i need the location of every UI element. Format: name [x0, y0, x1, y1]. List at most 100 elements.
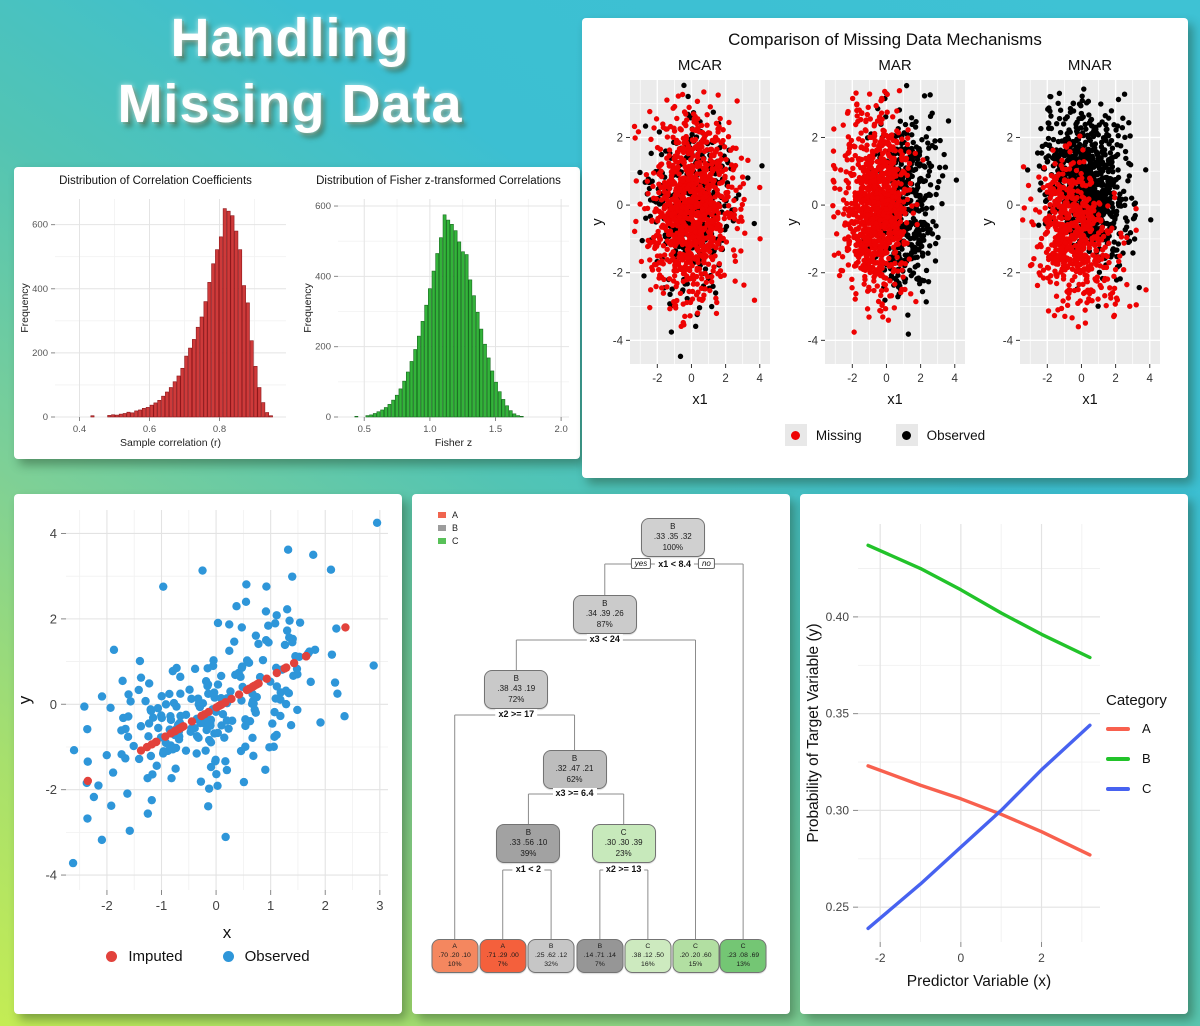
svg-text:0: 0 — [812, 200, 818, 212]
series-a-line-icon — [1106, 726, 1130, 731]
svg-text:2: 2 — [50, 611, 57, 626]
series-line-A — [866, 764, 1092, 857]
class-a-swatch-icon — [438, 512, 446, 518]
tree-legend-item-c: C — [438, 536, 459, 546]
tree-legend-item-a: A — [438, 510, 459, 520]
svg-text:-4: -4 — [45, 868, 57, 883]
tree-node: B .38 .43 .19 72% — [484, 670, 549, 710]
bars-layer — [354, 214, 524, 418]
poster-title-line1: Handling — [170, 8, 410, 68]
series-b-line-icon — [1106, 756, 1130, 761]
svg-text:x1: x1 — [1082, 392, 1097, 408]
axes-layer: 0.4 0.6 0.8 0 200 400 600 Sample correlation (r… — [19, 220, 226, 449]
tree-split-label: yes x1 < 8.4 no — [630, 558, 715, 569]
svg-text:1.0: 1.0 — [423, 424, 436, 435]
missing-dot-icon — [791, 430, 801, 440]
poster-title-line2: Missing Data — [117, 73, 463, 134]
svg-text:MNAR: MNAR — [1068, 57, 1112, 74]
tree-panel: A B C B .33 .35 .32 100% B .34 .39 .26 87% B .3… — [412, 494, 790, 1014]
svg-text:0: 0 — [1007, 200, 1013, 212]
svg-text:0: 0 — [617, 200, 623, 212]
svg-text:x1: x1 — [887, 392, 902, 408]
svg-text:-2: -2 — [1042, 373, 1052, 385]
svg-text:1: 1 — [267, 898, 274, 913]
svg-text:400: 400 — [32, 284, 48, 295]
svg-text:0: 0 — [1078, 373, 1084, 385]
tree-node: C .20 .20 .60 15% — [672, 939, 719, 974]
correlation-histogram-block: Distribution of Correlation Coefficients… — [14, 167, 297, 459]
imputed-dot-icon — [106, 951, 118, 962]
effects-panel: -2 0 2 0.40 0.35 0.30 0.25 Predictor Variable (… — [800, 494, 1188, 1014]
svg-text:0.40: 0.40 — [826, 610, 850, 624]
svg-text:y: y — [15, 695, 34, 704]
svg-text:-2: -2 — [101, 898, 113, 913]
mechanisms-panel: Comparison of Missing Data Mechanisms MC… — [582, 18, 1188, 478]
svg-text:MAR: MAR — [878, 57, 912, 74]
missing-points — [1019, 133, 1149, 330]
svg-text:0: 0 — [43, 412, 48, 423]
effects-legend-label-c: C — [1142, 781, 1152, 796]
tree-node: A .70 .20 .10 10% — [431, 939, 479, 974]
svg-text:0: 0 — [688, 373, 694, 385]
imputation-panel: -2 -1 0 1 2 3 -4 -2 0 2 4 x y Imputed Observed — [14, 494, 402, 1014]
svg-text:MCAR: MCAR — [678, 57, 722, 74]
tree-node: B .33 .56 .10 39% — [496, 824, 561, 864]
class-b-swatch-icon — [438, 525, 446, 531]
svg-text:2: 2 — [1007, 132, 1013, 144]
mechanisms-legend: Missing Observed — [582, 424, 1188, 446]
svg-text:0.25: 0.25 — [826, 900, 850, 914]
svg-text:y: y — [590, 218, 606, 226]
svg-text:2: 2 — [722, 373, 728, 385]
class-c-swatch-icon — [438, 538, 446, 544]
imputed-points — [83, 623, 350, 786]
svg-text:4: 4 — [952, 373, 959, 385]
svg-text:-2: -2 — [847, 373, 857, 385]
svg-text:400: 400 — [315, 271, 331, 282]
missing-points — [631, 89, 763, 330]
svg-text:2: 2 — [812, 132, 818, 144]
legend-label-observed-imp: Observed — [244, 948, 310, 965]
svg-text:1.5: 1.5 — [489, 424, 502, 435]
svg-text:-2: -2 — [613, 268, 623, 280]
legend-item-observed-imp: Observed — [222, 948, 310, 965]
svg-text:200: 200 — [315, 342, 331, 353]
tree-legend-item-b: B — [438, 523, 459, 533]
svg-text:-4: -4 — [1003, 335, 1014, 347]
axes-layer: 0.5 1.0 1.5 2.0 0 200 400 600 Fisher z Frequency — [302, 201, 568, 449]
legend-item-imputed: Imputed — [106, 948, 183, 965]
effects-legend-item-a: A — [1106, 721, 1167, 736]
svg-text:Sample correlation (r): Sample correlation (r) — [120, 437, 221, 449]
legend-label-observed: Observed — [926, 427, 986, 443]
svg-text:0.4: 0.4 — [73, 424, 86, 435]
legend-item-missing: Missing — [784, 424, 862, 446]
imputation-legend: Imputed Observed — [14, 948, 402, 965]
svg-text:0.8: 0.8 — [213, 424, 226, 435]
legend-key-missing — [784, 424, 807, 446]
legend-label-imputed: Imputed — [128, 948, 183, 965]
svg-text:-2: -2 — [808, 268, 818, 280]
tree-node: C .38 .12 .50 16% — [624, 939, 672, 974]
observed-dot-icon — [902, 430, 912, 440]
tree-split-label: x2 >= 13 — [602, 864, 645, 874]
grid-layer — [858, 524, 1100, 942]
legend-label-missing: Missing — [815, 427, 862, 443]
svg-text:y: y — [980, 218, 996, 226]
mechanisms-facet-chart: MCAR -2 0 2 4 2 0 -2 -4 x1 y MAR -2 0 2 4 2 0 -2 -4 x1 y MNAR -… — [590, 57, 1160, 408]
svg-text:-2: -2 — [652, 373, 662, 385]
tree-split-label: x3 >= 6.4 — [552, 788, 597, 798]
decision-tree: A B C B .33 .35 .32 100% B .34 .39 .26 87% B .3… — [412, 494, 790, 1014]
bars-layer — [90, 208, 273, 418]
svg-text:-1: -1 — [156, 898, 168, 913]
tree-node: C .30 .30 .39 23% — [591, 824, 656, 864]
svg-text:-2: -2 — [1003, 268, 1013, 280]
tree-node: C .23 .08 .69 13% — [719, 939, 767, 974]
observed-points — [68, 518, 382, 868]
axes-layer: -2 -1 0 1 2 3 -4 -2 0 2 4 x y — [15, 526, 383, 942]
poster-title: Handling Missing Data — [30, 6, 550, 138]
svg-text:Frequency: Frequency — [19, 282, 31, 332]
effects-legend-label-b: B — [1142, 751, 1151, 766]
effects-line-chart: -2 0 2 0.40 0.35 0.30 0.25 Predictor Variable (… — [805, 524, 1100, 990]
tree-node: B .25 .62 .12 32% — [527, 939, 575, 974]
svg-text:-4: -4 — [808, 335, 819, 347]
